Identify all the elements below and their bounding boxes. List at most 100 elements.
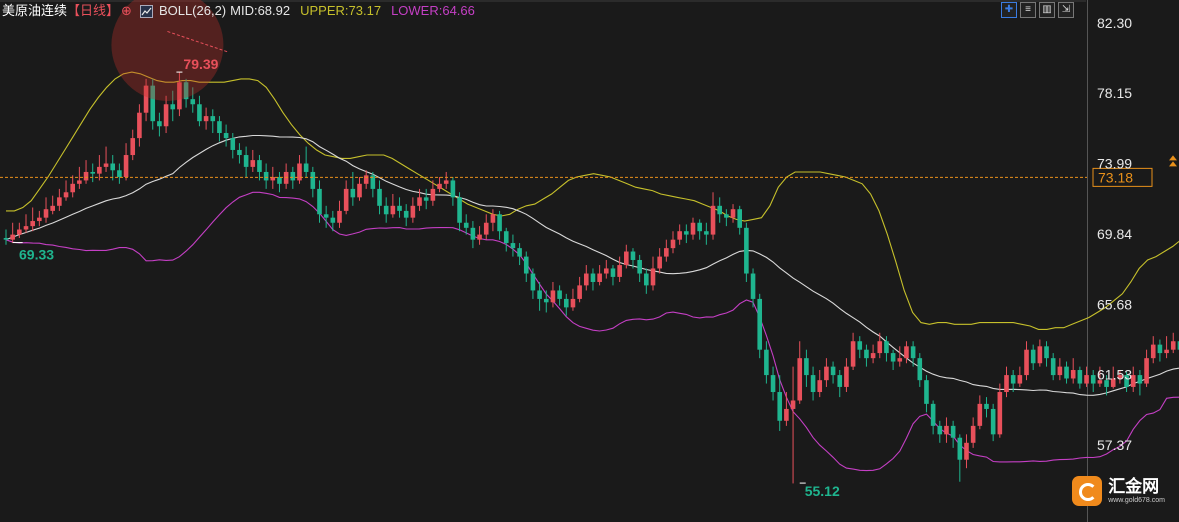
candle: [844, 358, 849, 393]
candle-body: [1110, 378, 1116, 387]
candle-body: [957, 437, 963, 460]
candle: [657, 248, 662, 274]
candle-body: [924, 380, 929, 404]
candle-body: [490, 214, 496, 223]
candle: [370, 171, 376, 198]
candle: [90, 163, 96, 183]
candle-body: [710, 205, 716, 235]
high-pointer-line: [167, 30, 228, 53]
candle: [170, 90, 176, 122]
candle: [957, 434, 963, 482]
logo-icon: [1072, 476, 1103, 506]
candle-body: [17, 229, 22, 235]
candle-body: [237, 149, 242, 156]
candle-body: [677, 231, 682, 240]
candle-body: [397, 205, 402, 211]
crosshair-icon[interactable]: ✚: [1001, 2, 1017, 18]
candle: [850, 332, 856, 371]
period-label[interactable]: 【日线】: [67, 3, 120, 18]
candle-body: [77, 180, 82, 184]
candle: [363, 170, 369, 189]
candle-body: [217, 121, 222, 134]
symbol-name[interactable]: 美原油连续: [2, 3, 68, 18]
candle-body: [644, 273, 649, 286]
watermark-logo: 汇金网 www.gold678.com: [1072, 476, 1165, 506]
plus-circle-icon[interactable]: ⊕: [121, 3, 132, 18]
candle: [203, 107, 209, 130]
candle: [470, 221, 476, 249]
candle-body: [770, 375, 776, 393]
candle: [583, 265, 589, 291]
candle: [1130, 366, 1136, 393]
candle: [163, 95, 169, 134]
candle-body: [1170, 341, 1176, 350]
export-icon[interactable]: ⇲: [1058, 2, 1074, 18]
chart-settings-icon[interactable]: [139, 4, 153, 18]
candle: [523, 251, 529, 282]
candle-body: [824, 366, 829, 381]
candle: [697, 219, 702, 240]
candle-body: [977, 403, 983, 426]
candle-body: [457, 197, 462, 223]
candle-body: [210, 116, 216, 122]
candle: [717, 197, 722, 223]
candle-body: [1057, 366, 1063, 376]
lower-value: LOWER:64.66: [391, 3, 475, 18]
candle: [770, 366, 776, 401]
candle: [157, 112, 162, 137]
line-icon[interactable]: ≡: [1020, 2, 1036, 18]
candle-body: [43, 209, 49, 218]
candle-body: [624, 251, 629, 266]
indicator-name[interactable]: BOLL(26,2): [158, 3, 227, 18]
candle-body: [70, 183, 75, 193]
bar-chart-icon[interactable]: ▥: [1039, 2, 1055, 18]
candle-body: [110, 163, 116, 171]
candle-body: [363, 175, 369, 184]
candle-body: [937, 425, 943, 435]
candle-body: [357, 183, 362, 198]
candle: [483, 214, 489, 240]
candle: [877, 332, 883, 359]
candle-body: [950, 425, 956, 438]
candle: [143, 78, 149, 122]
candle: [30, 207, 35, 232]
candle: [1024, 341, 1029, 381]
candle-body: [997, 392, 1003, 435]
candle-body: [1124, 375, 1129, 387]
candle: [377, 180, 382, 215]
candle: [63, 180, 69, 201]
candle-body: [177, 82, 182, 110]
candle: [343, 180, 349, 215]
candle-body: [630, 251, 636, 260]
candle-body: [517, 248, 522, 257]
candle-body: [1117, 375, 1123, 379]
candle: [297, 155, 302, 184]
candle: [410, 197, 416, 223]
candle-body: [617, 265, 622, 277]
candle: [543, 290, 549, 313]
candle: [237, 143, 242, 164]
candle-body: [410, 205, 416, 218]
logo-url: www.gold678.com: [1108, 497, 1165, 504]
candle-body: [190, 99, 196, 105]
candle: [457, 192, 462, 232]
candle: [1010, 370, 1016, 393]
candle: [984, 397, 989, 418]
candle-body: [1077, 370, 1083, 384]
candle: [510, 234, 516, 257]
candle: [744, 222, 749, 282]
candle: [183, 78, 189, 108]
candle: [130, 129, 136, 161]
candle: [357, 177, 362, 201]
candle: [990, 403, 996, 442]
candle-body: [450, 180, 456, 198]
candle-body: [597, 273, 602, 282]
candle: [824, 358, 829, 387]
candle-body: [757, 298, 763, 350]
candle-body: [117, 170, 122, 178]
candle-body: [777, 392, 783, 421]
candle: [123, 143, 129, 181]
candle: [1030, 344, 1036, 371]
candle: [550, 281, 556, 308]
